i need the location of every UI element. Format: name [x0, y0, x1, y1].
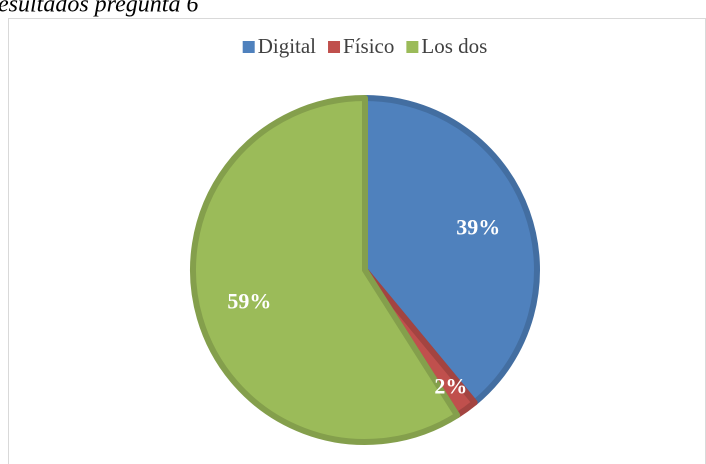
- legend-label: Físico: [343, 34, 394, 58]
- legend: Digital Físico Los dos: [242, 34, 487, 58]
- legend-swatch: [242, 41, 255, 53]
- legend-swatch: [328, 41, 341, 53]
- data-label: 59%: [227, 289, 271, 314]
- data-label: 2%: [434, 373, 467, 398]
- legend-label: Los dos: [421, 34, 487, 58]
- chart-title: esultados pregunta 6: [0, 0, 198, 18]
- pie-slice: [362, 95, 540, 406]
- pie-slice: [190, 95, 461, 445]
- legend-swatch: [406, 41, 419, 53]
- legend-label: Digital: [258, 34, 316, 58]
- data-label: 39%: [456, 214, 500, 239]
